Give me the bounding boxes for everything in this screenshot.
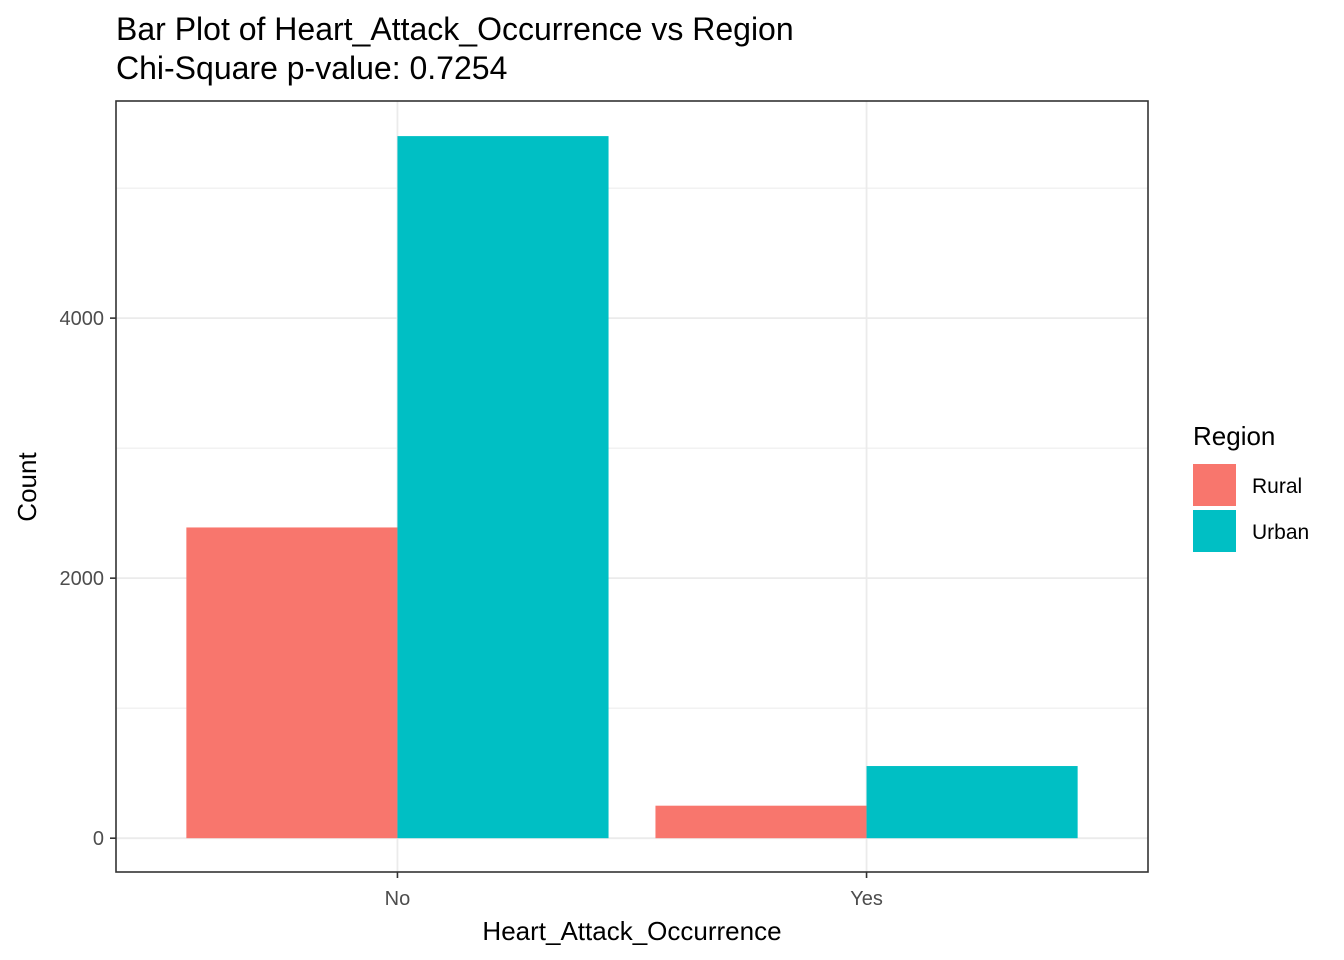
plot-panel-border	[115, 100, 1149, 873]
bars	[186, 136, 1078, 839]
legend-key-rural	[1193, 464, 1236, 506]
y-axis-title: Count	[12, 452, 42, 522]
legend-title: Region	[1193, 421, 1275, 451]
bar-urban-no	[397, 136, 609, 839]
x-tick-label: No	[385, 888, 411, 910]
bar-rural-no	[186, 527, 398, 839]
legend-key-urban	[1193, 510, 1236, 552]
chart-subtitle: Chi-Square p-value: 0.7254	[116, 50, 507, 86]
axis-ticks: 0 2000 4000 No Yes	[60, 308, 883, 910]
y-tick-label: 4000	[60, 308, 105, 330]
bar-rural-yes	[655, 805, 867, 839]
y-tick-label: 0	[93, 828, 104, 850]
chart-title: Bar Plot of Heart_Attack_Occurrence vs R…	[116, 11, 794, 47]
y-tick-label: 2000	[60, 568, 105, 590]
legend: Region Rural Urban	[1193, 421, 1309, 552]
x-axis-title: Heart_Attack_Occurrence	[482, 916, 781, 946]
legend-label-rural: Rural	[1252, 475, 1302, 498]
legend-label-urban: Urban	[1252, 521, 1309, 544]
x-tick-label: Yes	[850, 888, 883, 910]
bar-urban-yes	[866, 766, 1078, 839]
